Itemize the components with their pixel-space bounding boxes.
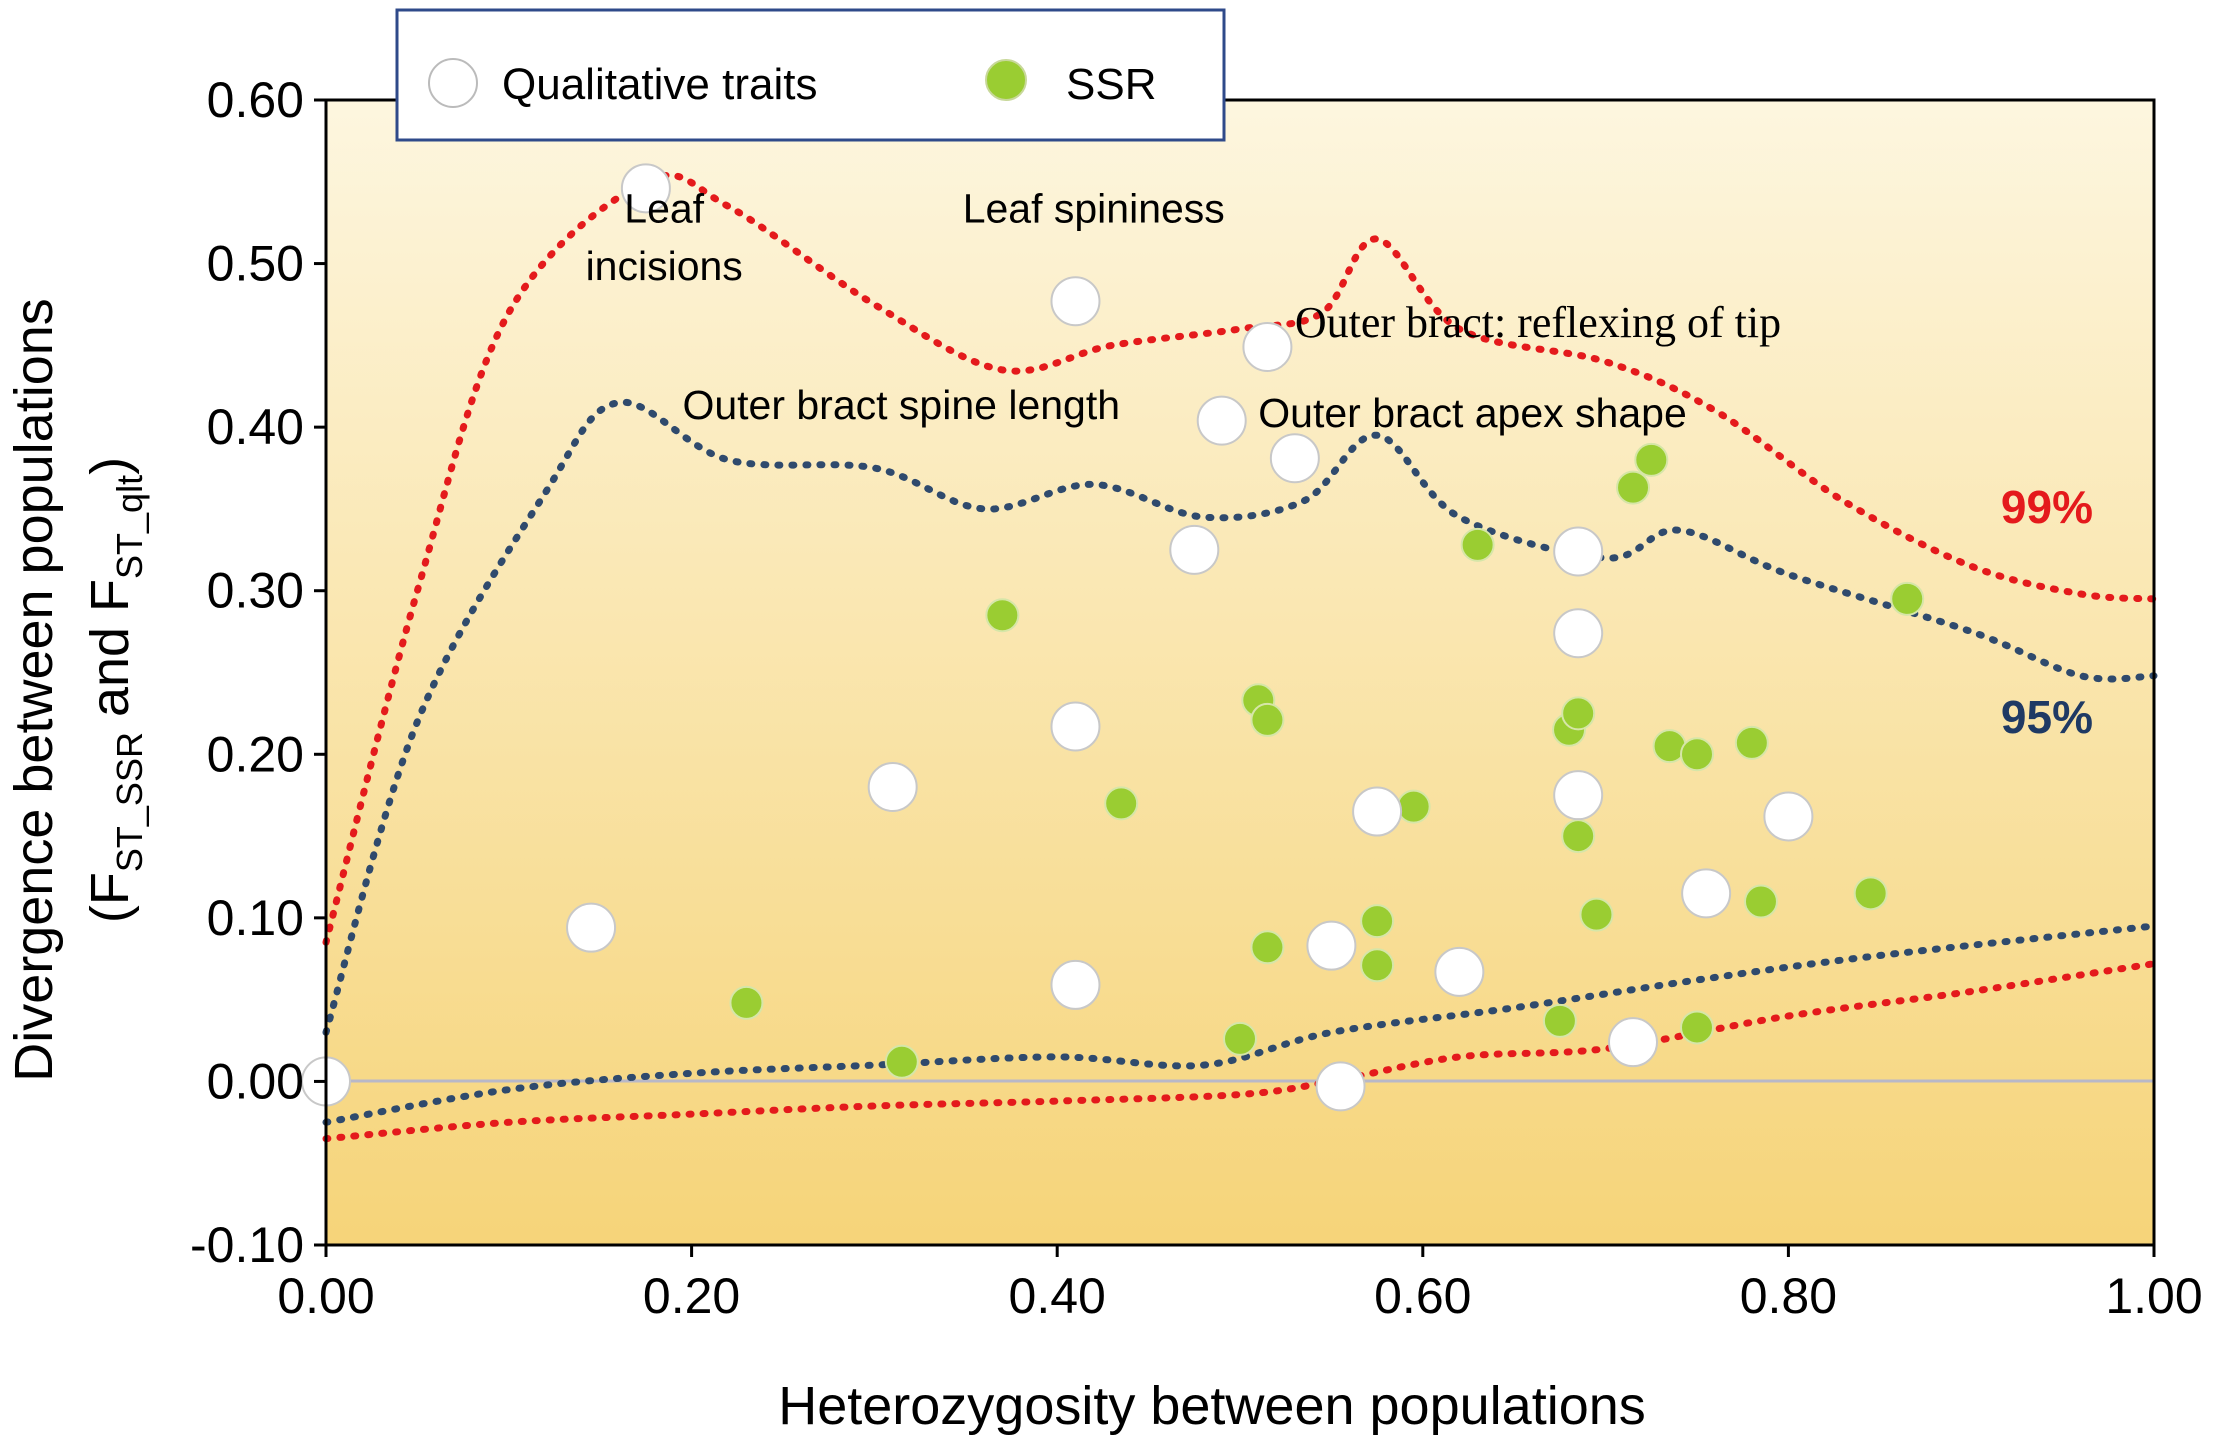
ssr-point — [884, 1044, 919, 1079]
ssr-point — [985, 598, 1020, 633]
x-axis-ticks: 0.00 0.20 0.40 0.60 0.80 1.00 — [277, 1245, 2203, 1324]
label-99-percent: 99% — [2001, 481, 2093, 533]
qualitative-trait-point — [1169, 524, 1220, 575]
annotation-outer-bract-apex-shape: Outer bract apex shape — [1258, 390, 1686, 436]
ssr-point — [1460, 527, 1495, 562]
qualitative-trait-point — [566, 902, 617, 953]
qualitative-trait-point — [620, 163, 671, 214]
ssr-point — [1734, 725, 1769, 760]
data-points — [301, 163, 1925, 1112]
y-tick-label: 0.30 — [207, 563, 304, 619]
ssr-point — [1616, 470, 1651, 505]
ssr-point — [1250, 702, 1285, 737]
x-tick-label: 1.00 — [2105, 1268, 2202, 1324]
y-tick-label: -0.10 — [190, 1217, 304, 1273]
ssr-point — [1890, 581, 1925, 616]
x-tick-label: 0.60 — [1374, 1268, 1471, 1324]
legend-label-qualitative: Qualitative traits — [502, 60, 817, 109]
ssr-point — [1680, 1010, 1714, 1045]
plot-frame — [324, 98, 2156, 1247]
qualitative-trait-point — [1608, 1017, 1659, 1068]
qualitative-trait-point — [1315, 1061, 1366, 1112]
qualitative-trait-point — [1196, 395, 1247, 446]
label-95-percent: 95% — [2001, 691, 2093, 743]
qualitative-trait-point — [1269, 433, 1320, 484]
ssr-point — [729, 985, 764, 1020]
qualitative-trait-point — [1050, 701, 1101, 752]
x-tick-label: 0.20 — [643, 1268, 740, 1324]
qualitative-trait-point — [1306, 920, 1357, 971]
qualitative-trait-point — [1681, 868, 1732, 919]
ssr-point — [1223, 1021, 1257, 1056]
qualitative-trait-point — [1050, 959, 1101, 1010]
qualitative-trait-point — [1553, 770, 1604, 821]
qualitative-trait-point — [1352, 786, 1403, 837]
y-axis-ticks: 0.60 0.50 0.40 0.30 0.20 0.10 0.00 -0.10 — [190, 72, 326, 1273]
legend-marker-qualitative — [428, 58, 478, 108]
ssr-point — [1680, 737, 1714, 772]
x-tick-label: 0.00 — [277, 1268, 374, 1324]
ssr-point — [1853, 876, 1888, 911]
legend-label-ssr: SSR — [1066, 60, 1156, 109]
y-axis-title-line2: (FST_SSR and FST_qlt) — [80, 457, 150, 923]
annotation-incisions: incisions — [586, 243, 743, 289]
annotation-leaf: Leaf — [624, 186, 704, 232]
y-axis-title: Divergence between populations (FST_SSR … — [4, 298, 150, 1082]
legend-box — [395, 8, 1226, 142]
qualitative-trait-point — [1553, 608, 1604, 659]
x-tick-label: 0.80 — [1740, 1268, 1837, 1324]
x-axis-title: Heterozygosity between populations — [778, 1376, 1646, 1436]
ssr-point — [1561, 696, 1596, 731]
qualitative-trait-point — [867, 762, 918, 812]
ssr-point — [1396, 789, 1431, 824]
qualitative-trait-point — [1763, 791, 1814, 842]
ssr-point — [1360, 904, 1395, 939]
envelope-lines — [322, 171, 2158, 1143]
ssr-point — [1104, 786, 1139, 821]
qualitative-trait-point — [1553, 526, 1604, 577]
y-tick-label: 0.10 — [207, 890, 304, 946]
qualitative-trait-point — [1434, 946, 1485, 997]
y-tick-label: 0.60 — [207, 72, 304, 128]
legend: Qualitative traits SSR — [395, 8, 1226, 142]
y-axis-title-line1: Divergence between populations — [4, 298, 64, 1082]
envelope-99-upper — [322, 171, 2158, 946]
qualitative-trait-point — [1050, 276, 1101, 327]
ssr-point — [1634, 442, 1669, 477]
annotation-leaf-spininess: Leaf spininess — [963, 186, 1225, 232]
ssr-point — [1360, 948, 1395, 983]
annotation-outer-bract-reflexing-of-tip: Outer bract: reflexing of tip — [1295, 298, 1781, 347]
ssr-point — [1542, 1003, 1577, 1038]
annotations: Leaf incisions Leaf spininess Outer bract: … — [586, 186, 1782, 436]
envelope-95-upper — [322, 398, 2158, 1036]
ssr-point — [1743, 884, 1778, 919]
y-tick-label: 0.00 — [207, 1053, 304, 1109]
legend-marker-ssr — [985, 59, 1027, 101]
qualitative-trait-point — [1242, 321, 1293, 372]
y-tick-label: 0.20 — [207, 726, 304, 782]
envelope-95-lower — [322, 922, 2158, 1126]
annotation-outer-bract-spine-length: Outer bract spine length — [682, 382, 1120, 428]
x-tick-label: 0.40 — [1009, 1268, 1106, 1324]
ssr-point — [1561, 819, 1596, 854]
envelope-99-lower — [322, 960, 2158, 1143]
y-tick-label: 0.40 — [207, 399, 304, 455]
ssr-point — [1579, 897, 1614, 932]
y-tick-label: 0.50 — [207, 236, 304, 292]
ssr-point — [1250, 930, 1285, 965]
